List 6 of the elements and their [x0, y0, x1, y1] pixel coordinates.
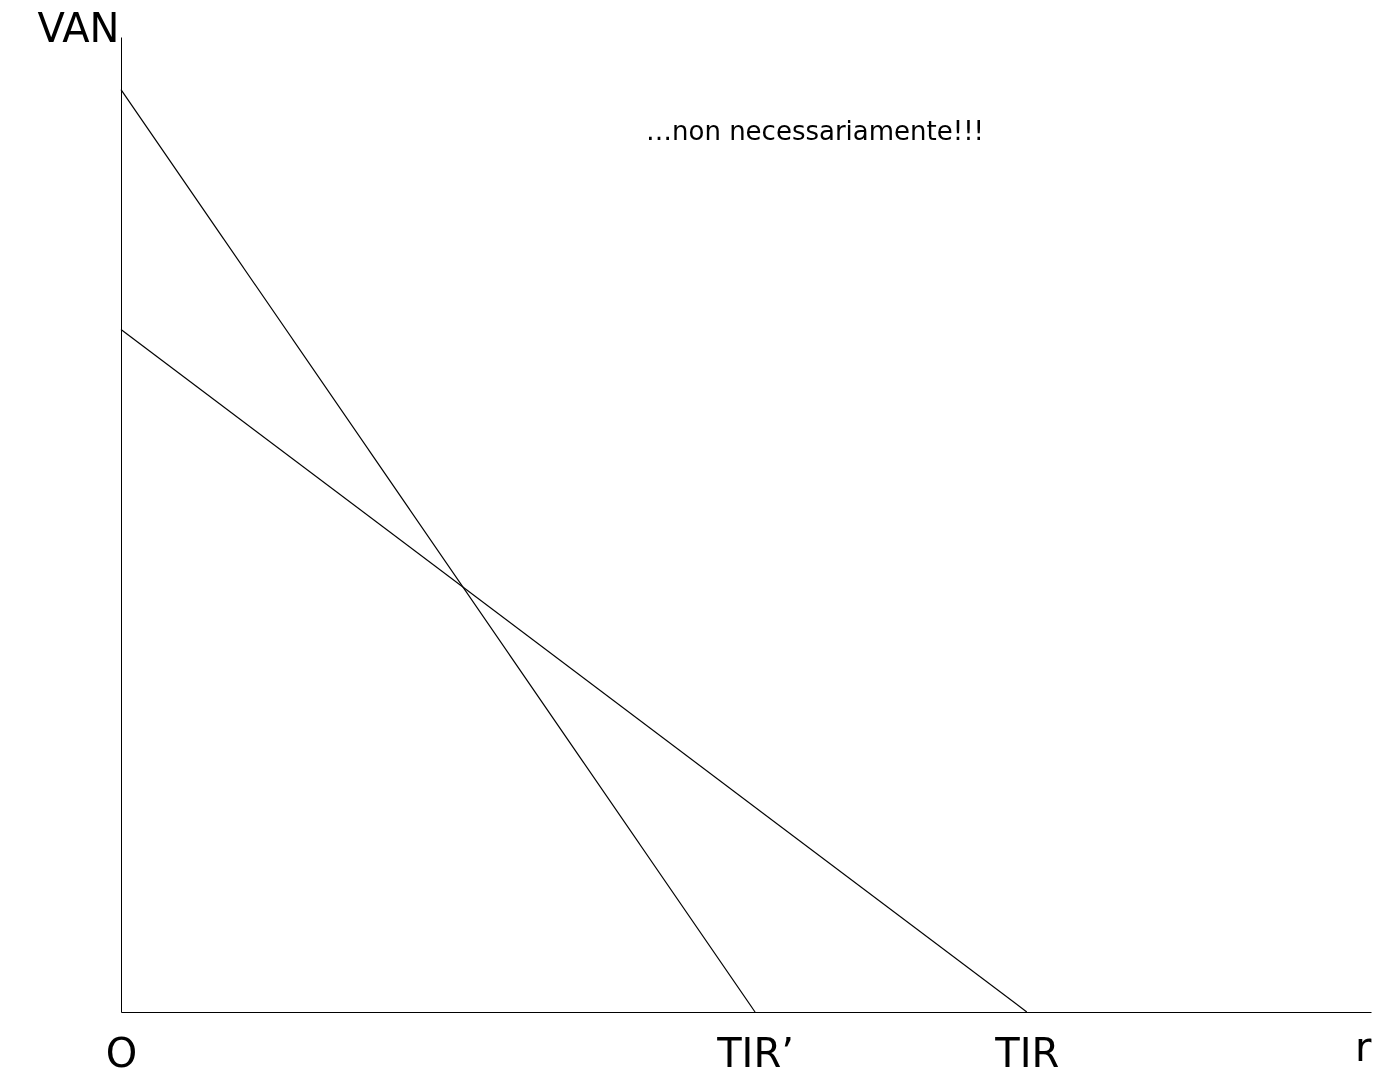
x-tick-label: TIR	[994, 1029, 1060, 1076]
x-axis-title: r	[1355, 1023, 1373, 1070]
annotation: …non necessariamente!!!	[646, 116, 985, 146]
y-axis-title: VAN	[37, 4, 120, 51]
x-tick-label: TIR’	[716, 1029, 794, 1076]
x-tick-label: O	[105, 1029, 138, 1076]
